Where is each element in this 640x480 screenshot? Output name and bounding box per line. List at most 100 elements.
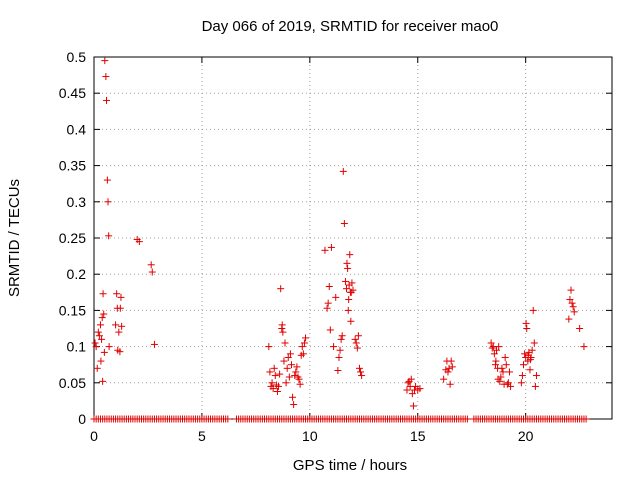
data-point (295, 375, 303, 383)
data-point (324, 299, 332, 307)
data-point (492, 357, 500, 365)
y-tick-label: 0.3 (67, 194, 87, 210)
data-point (569, 303, 577, 311)
data-point (496, 377, 504, 385)
y-tick-label: 0.15 (59, 302, 86, 318)
data-point (354, 332, 362, 340)
data-point (404, 379, 412, 387)
data-point (284, 353, 292, 361)
data-point (97, 357, 105, 365)
data-point (346, 251, 354, 259)
data-point (576, 325, 584, 332)
data-point (348, 279, 356, 287)
data-point (113, 290, 121, 298)
data-point (287, 361, 295, 369)
data-point (94, 328, 102, 336)
grid-lines (94, 57, 612, 419)
data-point (446, 380, 454, 388)
data-point (96, 321, 104, 329)
data-point (523, 325, 531, 332)
y-tick-label: 0.1 (67, 339, 87, 355)
data-point (567, 286, 575, 294)
x-tick-label: 20 (518, 428, 534, 444)
data-point (488, 344, 496, 352)
data-point (447, 357, 455, 365)
y-axis-label: SRMTID / TECUs (6, 179, 23, 297)
data-point (224, 415, 232, 423)
data-point (105, 343, 113, 351)
data-point (290, 401, 298, 409)
data-point (463, 415, 471, 423)
data-point (271, 372, 279, 380)
data-point (339, 167, 347, 175)
data-point (99, 377, 107, 385)
data-point (281, 339, 289, 347)
data-point (349, 286, 357, 294)
chart-title: Day 066 of 2019, SRMTID for receiver mao… (202, 18, 499, 35)
data-point (505, 368, 513, 376)
data-point (347, 317, 355, 325)
y-tick-label: 0.4 (67, 121, 87, 137)
data-point (440, 375, 448, 383)
data-point (353, 344, 361, 352)
y-tick-label: 0.35 (59, 158, 86, 174)
data-point (521, 350, 529, 358)
data-point (493, 346, 501, 354)
data-point (340, 220, 348, 228)
data-point (302, 334, 310, 342)
data-point (526, 366, 534, 374)
data-point (522, 319, 530, 327)
data-points (90, 57, 590, 423)
data-point (116, 348, 124, 356)
data-point (335, 353, 343, 361)
x-tick-label: 10 (302, 428, 318, 444)
data-point (268, 379, 276, 387)
data-point (323, 304, 331, 312)
y-tick-label: 0.5 (67, 49, 87, 65)
axis-ticks: 0 0.05 0.1 0.15 0.2 0.25 0.3 0.35 0.4 0.45 0.5 0 5 10… (59, 49, 612, 444)
data-point (408, 390, 416, 398)
data-point (357, 368, 365, 376)
data-point (300, 339, 308, 347)
data-point (529, 306, 537, 314)
data-point (273, 387, 281, 395)
data-point (499, 368, 507, 376)
data-point (448, 363, 456, 371)
data-point (99, 290, 107, 298)
data-point (100, 348, 108, 356)
data-point (507, 382, 515, 390)
data-point (296, 380, 304, 388)
x-axis-label: GPS time / hours (293, 457, 407, 474)
data-point (528, 346, 536, 354)
data-point (112, 321, 120, 329)
data-point (150, 340, 158, 348)
data-point (409, 402, 417, 410)
data-point (487, 339, 495, 347)
data-point (336, 346, 344, 354)
data-point (270, 364, 278, 372)
data-point (279, 328, 287, 336)
data-point (98, 314, 106, 322)
data-point (147, 261, 155, 269)
data-point (102, 73, 110, 81)
data-point (355, 364, 363, 372)
data-point (565, 315, 573, 323)
y-tick-label: 0.05 (59, 375, 86, 391)
x-tick-label: 15 (410, 428, 426, 444)
data-point (326, 326, 334, 334)
data-point (115, 328, 123, 336)
data-point (344, 264, 352, 272)
data-point (520, 361, 528, 369)
data-point (321, 246, 329, 254)
data-point (490, 350, 498, 358)
data-point (325, 283, 333, 291)
data-point (330, 343, 338, 351)
data-point (283, 364, 291, 372)
data-point (104, 198, 112, 206)
x-tick-label: 5 (198, 428, 206, 444)
data-point (343, 285, 351, 293)
data-point (98, 335, 106, 343)
data-point (344, 306, 352, 314)
data-point (498, 364, 506, 372)
